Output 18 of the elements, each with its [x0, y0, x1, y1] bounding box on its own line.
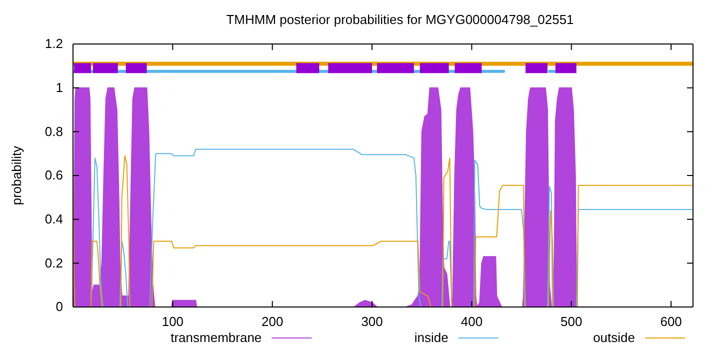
y-tick-label: 0.4	[44, 211, 63, 226]
legend-label: transmembrane	[170, 330, 262, 345]
x-tick-label: 200	[262, 314, 284, 330]
y-axis-title: probability	[9, 145, 24, 206]
legend-label: outside	[593, 330, 635, 345]
x-tick-label: 100	[162, 314, 184, 330]
x-tick-label: 600	[660, 314, 682, 330]
y-tick-label: 0.2	[44, 255, 63, 270]
y-tick-label: 0	[56, 299, 63, 314]
x-tick-label: 400	[460, 314, 483, 330]
y-tick-label: 1	[56, 80, 63, 95]
x-tick-label: 500	[560, 314, 582, 330]
y-tick-label: 0.8	[44, 124, 63, 139]
x-tick-label: 300	[361, 314, 383, 330]
chart-title: TMHMM posterior probabilities for MGYG000004798_02551	[226, 12, 574, 27]
y-tick-label: 0.6	[44, 168, 63, 183]
legend-label: inside	[414, 330, 448, 345]
y-tick-label: 1.2	[44, 36, 63, 52]
